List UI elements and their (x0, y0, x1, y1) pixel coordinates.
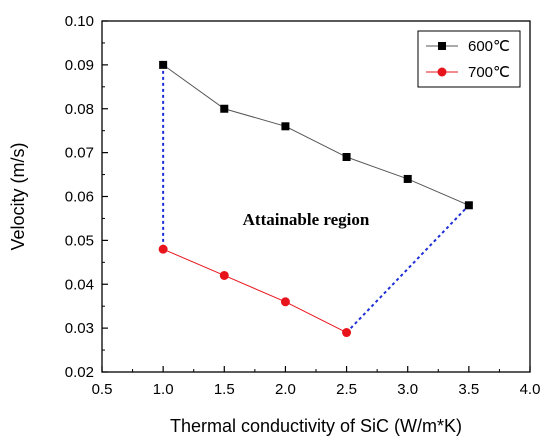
data-point-square (159, 60, 168, 69)
x-tick-label: 2.0 (275, 381, 296, 398)
y-tick-label: 0.03 (65, 320, 94, 337)
data-point-square (220, 104, 229, 113)
legend-marker-circle (437, 67, 447, 77)
annotations: Attainable region (243, 210, 370, 229)
x-tick-label: 3.5 (458, 381, 479, 398)
y-tick-label: 0.05 (65, 232, 94, 249)
y-axis-title: Velocity (m/s) (8, 142, 28, 250)
boundary-lines (162, 64, 470, 334)
axes: 0.5 1.0 1.5 2.0 2.5 3.0 3.5 4.0 0.02 0.03 0.04 0.05… (65, 13, 541, 398)
y-tick-label: 0.04 (65, 276, 94, 293)
legend: 600℃ 700℃ (417, 30, 521, 88)
legend-marker-square (438, 42, 446, 50)
x-tick-label: 3.0 (397, 381, 418, 398)
series-layer (158, 60, 473, 338)
legend-label: 600℃ (468, 38, 510, 55)
data-point-circle (219, 270, 229, 280)
x-tick-label: 2.5 (336, 381, 357, 398)
y-tick-label: 0.09 (65, 57, 94, 74)
y-tick-label: 0.07 (65, 145, 94, 162)
y-tick-label: 0.06 (65, 189, 94, 206)
x-tick-label: 1.5 (214, 381, 235, 398)
y-tick-label: 0.02 (65, 364, 94, 381)
legend-label: 700℃ (468, 64, 510, 81)
data-point-square (403, 174, 412, 183)
series-line-2 (162, 248, 347, 333)
y-tick-label: 0.10 (65, 13, 94, 30)
series-line-1 (162, 64, 470, 206)
x-axis-title: Thermal conductivity of SiC (W/m*K) (170, 416, 462, 436)
x-tick-label: 1.0 (153, 381, 174, 398)
data-point-square (464, 201, 473, 210)
x-tick-label: 0.5 (92, 381, 113, 398)
annotation-label: Attainable region (243, 210, 370, 229)
x-tick-label: 4.0 (520, 381, 541, 398)
data-point-circle (158, 244, 168, 254)
data-point-circle (280, 297, 290, 307)
legend-box (417, 30, 521, 88)
data-point-square (342, 153, 351, 162)
data-point-circle (342, 328, 352, 338)
data-point-square (281, 122, 290, 131)
y-tick-label: 0.08 (65, 101, 94, 118)
